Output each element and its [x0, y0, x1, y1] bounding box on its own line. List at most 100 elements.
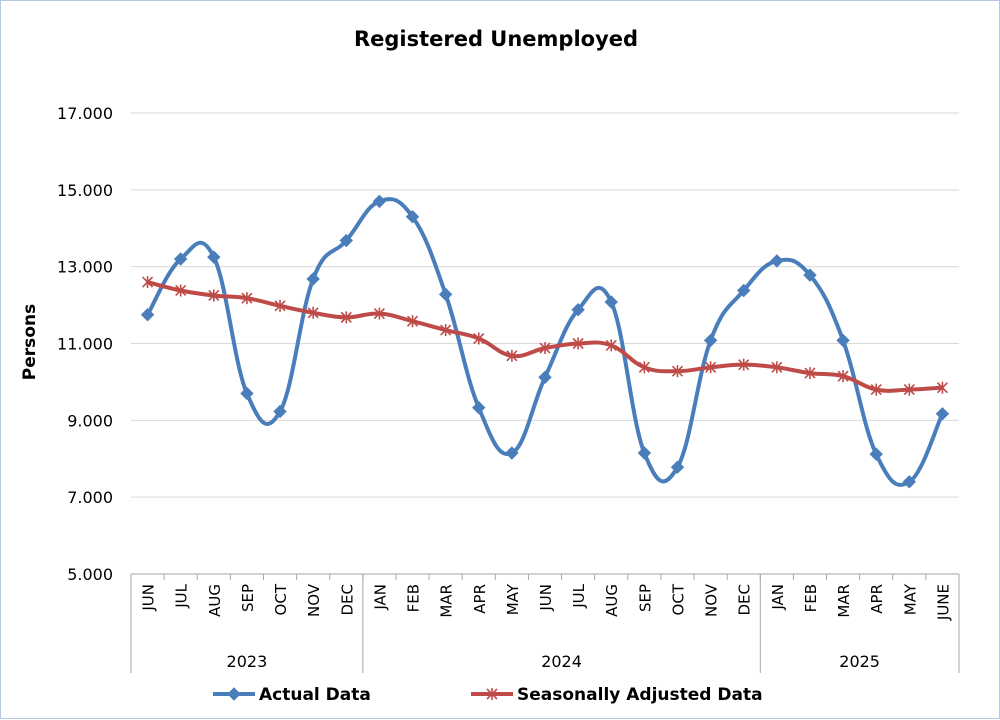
- data-point: [638, 361, 650, 374]
- year-group-label: 2023: [227, 652, 268, 671]
- data-point: [803, 268, 817, 282]
- x-tick-label: JUL: [173, 583, 191, 608]
- year-group-label: 2024: [541, 652, 582, 671]
- data-point: [605, 339, 617, 352]
- data-point: [903, 383, 915, 396]
- data-point: [340, 311, 352, 324]
- data-point: [405, 210, 420, 224]
- gridlines: [131, 112, 959, 498]
- data-point: [936, 381, 949, 394]
- data-point: [140, 307, 155, 322]
- x-tick-label: AUG: [603, 584, 621, 617]
- x-tick-label: MAY: [504, 583, 522, 615]
- x-tick-label: NOV: [305, 583, 323, 617]
- x-tick-label: JUN: [140, 584, 158, 612]
- data-point: [738, 358, 750, 371]
- data-point: [406, 315, 419, 328]
- x-tick-label: JAN: [371, 584, 389, 611]
- data-point: [771, 361, 783, 374]
- data-point: [705, 361, 717, 374]
- legend-item: Seasonally Adjusted Data: [471, 685, 763, 705]
- data-point: [473, 332, 485, 345]
- data-point: [306, 272, 320, 286]
- x-tick-label: MAR: [438, 584, 456, 618]
- y-tick-label: 5.000: [67, 565, 113, 584]
- data-point: [207, 250, 221, 264]
- x-tick-label: DEC: [338, 584, 356, 616]
- data-point: [902, 475, 917, 489]
- data-point: [373, 307, 385, 320]
- x-tick-label: APR: [868, 584, 886, 614]
- axes: [130, 573, 960, 673]
- data-point: [141, 276, 154, 289]
- x-tick-labels: JUN JUL AUG SEP OCT NOV DEC JAN FEB MAR APR MAY JUN J…: [140, 583, 953, 621]
- x-tick-label: MAR: [835, 584, 853, 618]
- data-point: [506, 349, 518, 362]
- x-tick-label: JAN: [769, 584, 787, 611]
- legend-label: Actual Data: [259, 685, 371, 705]
- data-point: [538, 370, 552, 385]
- data-point: [241, 292, 253, 305]
- x-tick-label: JUNE: [934, 584, 952, 621]
- y-tick-label: 15.000: [57, 181, 113, 200]
- data-point: [472, 400, 486, 415]
- data-point: [737, 283, 751, 298]
- data-point: [604, 295, 618, 309]
- x-tick-label: DEC: [736, 584, 754, 616]
- x-tick-label: JUN: [537, 584, 555, 612]
- data-point: [274, 299, 286, 312]
- series-seasonally-adjusted-data: [141, 276, 949, 396]
- x-tick-label: SEP: [239, 584, 257, 612]
- data-point: [572, 337, 584, 350]
- data-point: [505, 446, 519, 460]
- data-point: [372, 194, 387, 209]
- x-tick-label: OCT: [272, 583, 290, 615]
- data-point: [837, 370, 849, 383]
- data-point: [339, 233, 353, 248]
- y-tick-label: 13.000: [57, 258, 113, 277]
- data-point: [836, 333, 850, 348]
- y-tick-labels: 5.000 7.000 9.000 11.000 13.000 15.000 17.000: [57, 104, 113, 584]
- data-point: [227, 687, 241, 701]
- data-point: [240, 386, 254, 401]
- y-axis-label: Persons: [20, 304, 40, 380]
- data-point: [770, 254, 784, 268]
- data-point: [870, 383, 882, 396]
- x-tick-label: JUL: [570, 583, 588, 608]
- y-tick-label: 11.000: [57, 335, 113, 354]
- data-point: [440, 324, 452, 337]
- y-tick-label: 9.000: [67, 411, 113, 430]
- data-point: [539, 342, 551, 355]
- legend: Actual Data Seasonally Adjusted Data: [213, 685, 763, 705]
- data-point: [486, 688, 498, 700]
- x-tick-label: FEB: [802, 584, 820, 612]
- y-tick-label: 7.000: [67, 488, 113, 507]
- x-tick-label: FEB: [405, 584, 423, 612]
- y-tick-label: 17.000: [57, 104, 113, 123]
- data-point: [438, 287, 453, 302]
- data-point: [173, 252, 188, 266]
- year-group-label: 2025: [839, 652, 880, 671]
- data-point: [208, 289, 220, 302]
- data-point: [571, 302, 585, 317]
- x-tick-label: APR: [471, 584, 489, 614]
- data-point: [307, 306, 319, 319]
- data-point: [703, 333, 718, 348]
- data-series: [140, 194, 950, 489]
- data-point: [935, 407, 950, 421]
- x-tick-label: NOV: [703, 583, 721, 617]
- data-point: [175, 284, 187, 297]
- year-group-labels: 2023 2024 2025: [227, 652, 880, 671]
- x-tick-label: AUG: [206, 584, 224, 617]
- chart-title: Registered Unemployed: [354, 27, 638, 51]
- x-tick-label: OCT: [669, 583, 687, 615]
- data-point: [670, 460, 685, 474]
- legend-item: Actual Data: [213, 685, 371, 705]
- data-point: [637, 446, 652, 460]
- series-line: [145, 197, 945, 487]
- legend-label: Seasonally Adjusted Data: [517, 685, 763, 705]
- data-point: [273, 404, 287, 419]
- x-tick-label: SEP: [636, 584, 654, 612]
